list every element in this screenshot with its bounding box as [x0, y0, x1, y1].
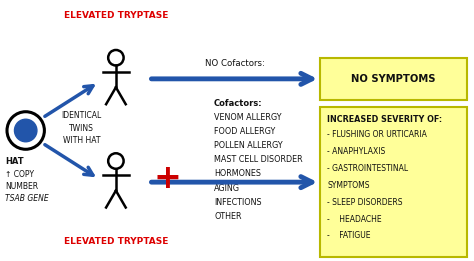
Text: TSAB GENE: TSAB GENE	[5, 194, 49, 203]
Text: - ANAPHYLAXIS: - ANAPHYLAXIS	[327, 147, 385, 156]
Text: NUMBER: NUMBER	[5, 182, 38, 191]
Text: HAT: HAT	[5, 157, 24, 166]
Text: - SLEEP DISORDERS: - SLEEP DISORDERS	[327, 198, 403, 207]
Text: +: +	[154, 162, 181, 195]
Text: INFECTIONS: INFECTIONS	[214, 198, 262, 207]
Text: AGING: AGING	[214, 183, 240, 193]
Text: MAST CELL DISORDER: MAST CELL DISORDER	[214, 155, 303, 164]
Text: -    HEADACHE: - HEADACHE	[327, 215, 382, 223]
Text: Cofactors:: Cofactors:	[214, 99, 263, 108]
Text: VENOM ALLERGY: VENOM ALLERGY	[214, 113, 282, 122]
Text: POLLEN ALLERGY: POLLEN ALLERGY	[214, 141, 283, 150]
Text: OTHER: OTHER	[214, 212, 242, 221]
Circle shape	[15, 119, 37, 142]
FancyBboxPatch shape	[319, 58, 467, 100]
Text: INCREASED SEVERITY OF:: INCREASED SEVERITY OF:	[327, 115, 442, 124]
Text: - GASTROINTESTINAL: - GASTROINTESTINAL	[327, 164, 408, 173]
Text: - FLUSHING OR URTICARIA: - FLUSHING OR URTICARIA	[327, 130, 427, 139]
Text: -    FATIGUE: - FATIGUE	[327, 232, 371, 240]
Text: HORMONES: HORMONES	[214, 169, 261, 179]
Text: NO SYMPTOMS: NO SYMPTOMS	[351, 74, 436, 84]
Text: ELEVATED TRYPTASE: ELEVATED TRYPTASE	[64, 11, 168, 20]
Text: ↑ COPY: ↑ COPY	[5, 170, 34, 179]
Text: ELEVATED TRYPTASE: ELEVATED TRYPTASE	[64, 236, 168, 246]
Text: FOOD ALLERGY: FOOD ALLERGY	[214, 127, 275, 136]
Text: IDENTICAL
TWINS
WITH HAT: IDENTICAL TWINS WITH HAT	[62, 111, 102, 145]
Text: SYMPTOMS: SYMPTOMS	[327, 181, 370, 190]
FancyBboxPatch shape	[319, 106, 467, 257]
Text: NO Cofactors:: NO Cofactors:	[205, 59, 265, 68]
